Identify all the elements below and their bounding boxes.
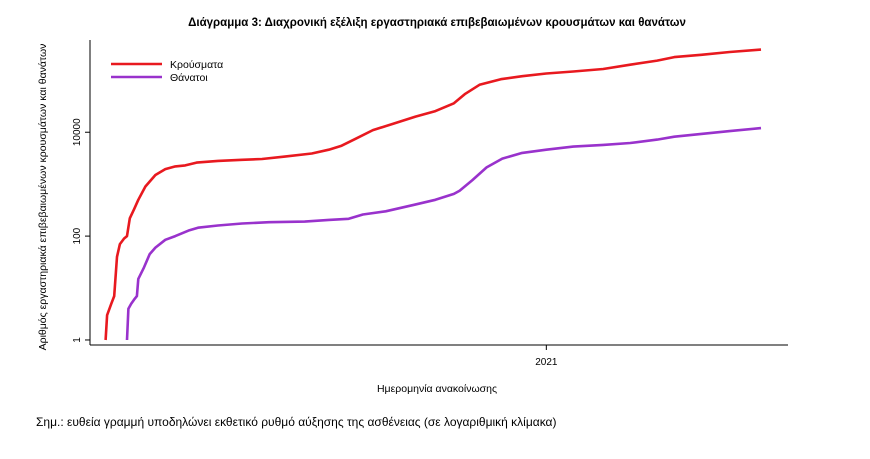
- series-layer: [104, 48, 762, 341]
- chart-title: Διάγραμμα 3: Διαχρονική εξέλιξη εργαστηρ…: [188, 17, 686, 29]
- series-line-deaths: [125, 126, 762, 341]
- y-axis-label: Αριθμός εργαστηριακά επιβεβαιωμένων κρου…: [37, 44, 49, 351]
- legend-label-deaths: Θάνατοι: [170, 72, 208, 84]
- y-tick-label: 10000: [72, 118, 83, 146]
- axes: 1 100 10000 2021: [72, 40, 788, 368]
- series-line-cases: [104, 48, 762, 341]
- x-axis-label: Ημερομηνία ανακοίνωσης: [377, 383, 497, 395]
- y-tick-label: 1: [72, 337, 83, 343]
- legend-label-cases: Κρούσματα: [170, 59, 223, 71]
- y-tick-label: 100: [72, 227, 83, 244]
- x-tick-label: 2021: [535, 357, 558, 368]
- footnote: Σημ.: ευθεία γραμμή υποδηλώνει εκθετικό …: [36, 415, 557, 429]
